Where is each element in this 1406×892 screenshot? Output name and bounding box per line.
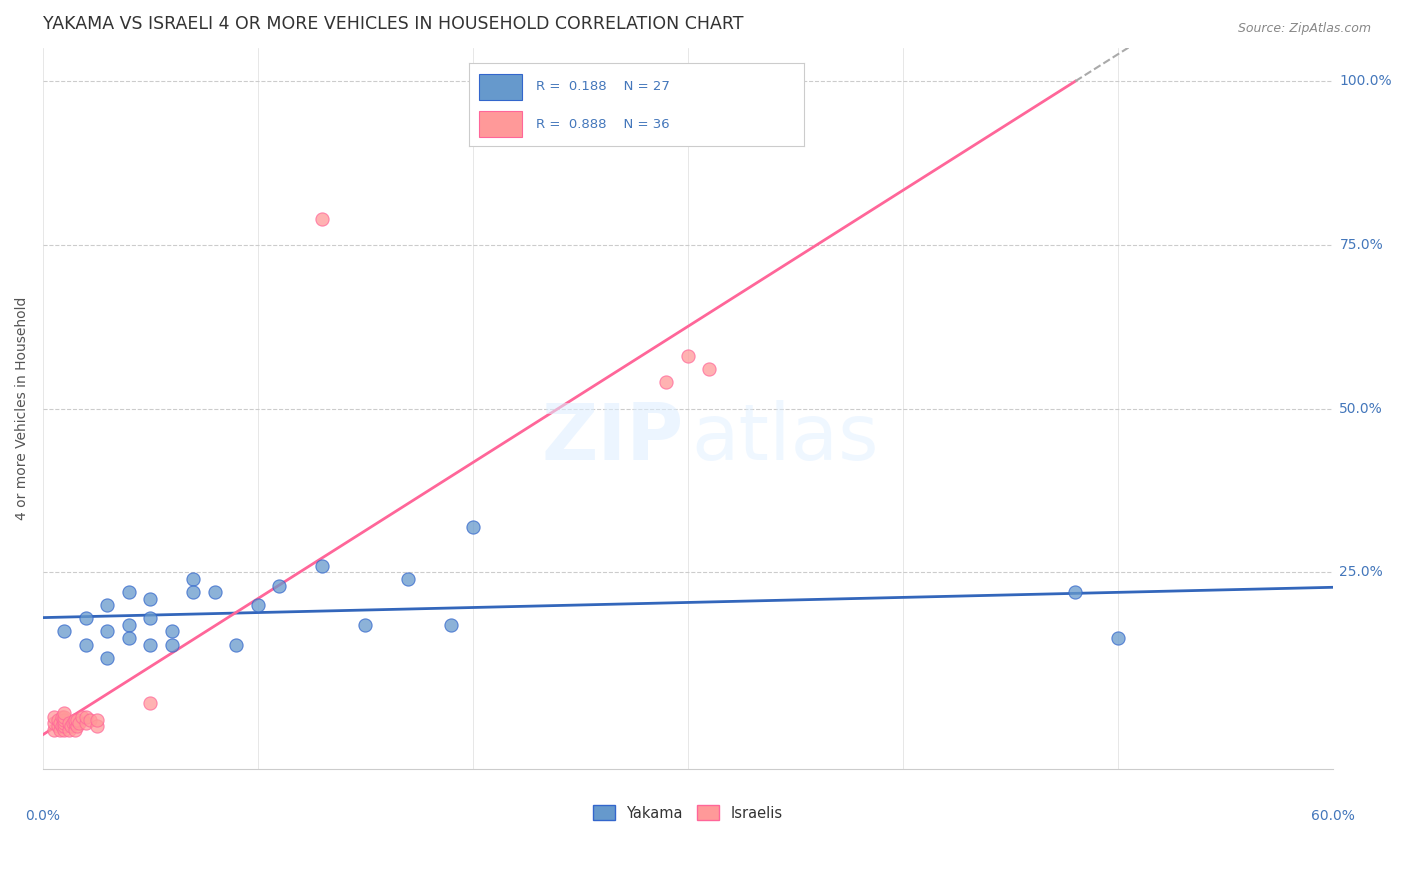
Point xyxy=(96,650,118,665)
Text: 50.0%: 50.0% xyxy=(1340,401,1384,416)
Point xyxy=(655,376,678,390)
Point xyxy=(269,578,291,592)
Point xyxy=(62,716,84,731)
Point xyxy=(49,723,72,737)
Point xyxy=(75,716,97,731)
Point xyxy=(66,713,89,727)
Text: ZIP: ZIP xyxy=(541,400,685,475)
Point xyxy=(118,585,141,599)
Point xyxy=(46,719,69,733)
Point xyxy=(96,624,118,639)
Point xyxy=(53,716,76,731)
Point xyxy=(53,713,76,727)
Text: 25.0%: 25.0% xyxy=(1340,566,1384,580)
Point xyxy=(75,638,97,652)
Point xyxy=(1107,631,1129,645)
Point xyxy=(96,598,118,612)
Legend: Yakama, Israelis: Yakama, Israelis xyxy=(586,799,789,827)
Point xyxy=(160,638,183,652)
Point xyxy=(63,716,86,731)
Point xyxy=(225,638,247,652)
Point xyxy=(58,723,80,737)
Point xyxy=(311,211,333,226)
Point xyxy=(246,598,269,612)
Y-axis label: 4 or more Vehicles in Household: 4 or more Vehicles in Household xyxy=(15,297,30,520)
Point xyxy=(75,709,97,723)
Point xyxy=(66,719,89,733)
Point xyxy=(42,716,65,731)
Point xyxy=(69,716,91,731)
Point xyxy=(51,709,73,723)
Point xyxy=(53,624,76,639)
Point xyxy=(139,591,162,606)
Point xyxy=(53,719,76,733)
Text: atlas: atlas xyxy=(692,400,879,475)
Point xyxy=(49,716,72,731)
Point xyxy=(79,713,101,727)
Point xyxy=(53,723,76,737)
Point xyxy=(204,585,226,599)
Text: YAKAMA VS ISRAELI 4 OR MORE VEHICLES IN HOUSEHOLD CORRELATION CHART: YAKAMA VS ISRAELI 4 OR MORE VEHICLES IN … xyxy=(44,15,744,33)
Point xyxy=(676,349,699,363)
Point xyxy=(311,558,333,573)
Point xyxy=(699,362,721,376)
Point xyxy=(53,709,76,723)
Text: 75.0%: 75.0% xyxy=(1340,238,1384,252)
Point xyxy=(70,709,93,723)
Point xyxy=(440,618,463,632)
Point xyxy=(86,713,108,727)
Point xyxy=(139,697,162,711)
Point xyxy=(59,719,82,733)
Text: 0.0%: 0.0% xyxy=(25,808,60,822)
Point xyxy=(139,638,162,652)
Point xyxy=(46,713,69,727)
Point xyxy=(42,723,65,737)
Point xyxy=(139,611,162,625)
Point xyxy=(63,713,86,727)
Point xyxy=(86,719,108,733)
Text: Source: ZipAtlas.com: Source: ZipAtlas.com xyxy=(1237,22,1371,36)
Point xyxy=(160,624,183,639)
Point xyxy=(396,572,419,586)
Point xyxy=(354,618,377,632)
Point xyxy=(51,719,73,733)
Point xyxy=(183,572,205,586)
Point xyxy=(1064,585,1087,599)
Point xyxy=(42,709,65,723)
Point xyxy=(461,519,484,533)
Text: 60.0%: 60.0% xyxy=(1310,808,1355,822)
Point xyxy=(118,631,141,645)
Point xyxy=(75,611,97,625)
Point xyxy=(63,723,86,737)
Text: 100.0%: 100.0% xyxy=(1340,74,1392,88)
Point xyxy=(183,585,205,599)
Point xyxy=(118,618,141,632)
Point xyxy=(58,716,80,731)
Point xyxy=(53,706,76,721)
